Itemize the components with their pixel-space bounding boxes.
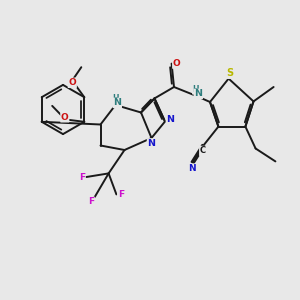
Text: O: O [173, 59, 181, 68]
Text: N: N [148, 139, 155, 148]
Text: F: F [79, 172, 85, 182]
Text: S: S [226, 68, 234, 78]
Text: F: F [118, 190, 124, 199]
Text: O: O [68, 78, 76, 87]
Text: H: H [112, 94, 119, 103]
Text: F: F [88, 197, 94, 206]
Text: N: N [113, 98, 121, 107]
Text: N: N [194, 89, 202, 98]
Text: N: N [188, 164, 196, 173]
Text: H: H [193, 85, 199, 94]
Text: N: N [167, 116, 174, 124]
Text: O: O [61, 113, 69, 122]
Text: C: C [200, 146, 206, 155]
